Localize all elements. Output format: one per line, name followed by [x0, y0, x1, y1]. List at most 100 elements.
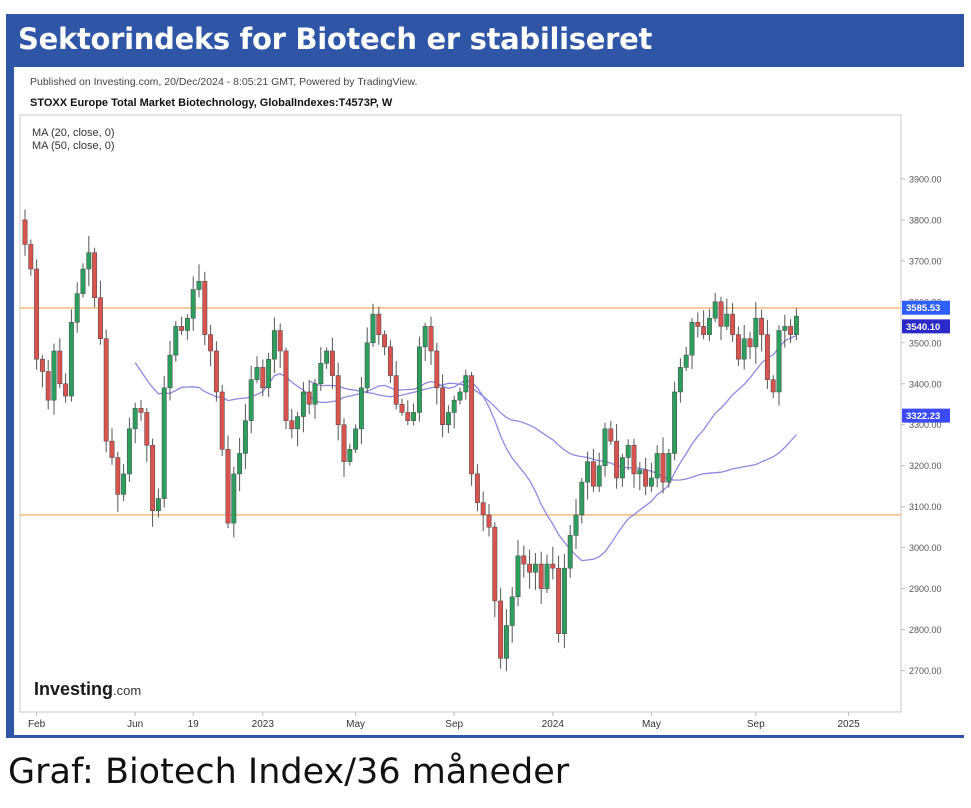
candle-body-up: [353, 428, 359, 450]
candle-body-down: [788, 326, 794, 335]
candle-body-up: [126, 428, 132, 475]
x-tick-label: 2023: [252, 719, 275, 730]
candle: [428, 316, 434, 365]
candle-body-down: [701, 326, 707, 335]
candle-body-down: [695, 322, 701, 327]
candle: [231, 466, 237, 538]
candle-body-up: [515, 555, 521, 598]
candle: [741, 324, 747, 370]
candle-body-up: [347, 449, 353, 462]
candle: [68, 309, 74, 402]
candle: [283, 347, 289, 430]
y-tick-label: 3500.00: [909, 338, 942, 348]
candle: [109, 428, 115, 465]
candle-body-up: [712, 301, 718, 319]
candle-body-down: [306, 391, 312, 405]
candle: [300, 382, 306, 433]
candle-body-down: [97, 297, 103, 339]
x-tick-label: Jun: [127, 719, 143, 730]
x-tick-label: 19: [188, 719, 200, 730]
candle-body-up: [248, 379, 254, 421]
candle-body-up: [544, 563, 550, 589]
candle: [503, 609, 509, 672]
published-note: Published on Investing.com, 20/Dec/2024 …: [30, 76, 417, 88]
candle: [260, 359, 266, 397]
candle: [585, 451, 591, 500]
candle-body-up: [561, 567, 567, 634]
price-label: 3322.23: [902, 408, 950, 423]
candle: [451, 395, 457, 429]
candle-body-down: [283, 350, 289, 421]
candle-body-up: [619, 457, 625, 479]
y-tick-label: 2700.00: [909, 666, 942, 676]
candle-body-up: [776, 330, 782, 393]
candle: [521, 545, 527, 578]
candle-body-up: [741, 338, 747, 360]
candle-body-down: [387, 346, 393, 376]
y-tick-label: 3100.00: [909, 502, 942, 512]
indicator-ma20: MA (20, close, 0): [32, 127, 115, 139]
candle-body-up: [724, 313, 730, 327]
candle: [399, 398, 405, 416]
candle: [416, 336, 422, 422]
candle: [764, 319, 770, 389]
candle: [155, 488, 161, 518]
candle-body-down: [219, 391, 225, 450]
candle: [138, 400, 144, 421]
price-label-text: 3585.53: [906, 303, 940, 314]
candle: [347, 443, 353, 466]
candle-body-up: [271, 330, 277, 360]
candle: [631, 438, 637, 488]
candle: [324, 347, 330, 369]
candle: [619, 453, 625, 487]
candle-body-down: [329, 350, 335, 376]
candle-body-down: [289, 420, 295, 430]
candle-body-up: [706, 317, 712, 335]
price-label-bg: [902, 319, 950, 334]
candle-body-down: [498, 600, 504, 659]
candle: [306, 380, 312, 415]
candle: [701, 310, 707, 340]
candle-body-down: [492, 526, 498, 602]
candle-body-up: [666, 453, 672, 483]
candle: [788, 319, 794, 343]
y-tick-label: 3800.00: [909, 215, 942, 225]
candle: [660, 437, 666, 494]
y-tick-label: 3700.00: [909, 256, 942, 266]
candle-body-down: [103, 338, 109, 442]
y-tick-label: 3300.00: [909, 420, 942, 430]
chart-svg: 3900.003800.003700.003600.003500.003400.…: [19, 76, 950, 730]
candle: [515, 539, 521, 607]
candle: [486, 504, 492, 537]
y-tick-label: 2800.00: [909, 625, 942, 635]
candle-body-up: [237, 453, 243, 475]
candle: [474, 464, 480, 512]
candle: [602, 422, 608, 477]
candle-body-down: [34, 268, 40, 360]
candle-body-up: [416, 346, 422, 413]
candle-body-down: [208, 334, 214, 352]
candle: [527, 549, 533, 589]
candle-body-down: [521, 555, 527, 565]
candle: [712, 292, 718, 322]
candle-body-up: [242, 420, 248, 454]
candle: [28, 239, 34, 276]
candle-body-down: [486, 514, 492, 528]
candle: [405, 400, 411, 426]
candle: [643, 457, 649, 496]
candle-body-down: [730, 313, 736, 335]
candle: [295, 411, 301, 447]
candle: [683, 347, 689, 372]
candle-body-up: [637, 469, 643, 475]
candle: [689, 318, 695, 369]
candle: [608, 421, 614, 445]
candle: [51, 343, 57, 415]
y-tick-label: 3200.00: [909, 461, 942, 471]
candle-body-up: [184, 317, 190, 331]
candle: [561, 554, 567, 649]
candle-body-down: [277, 330, 283, 352]
chart-panel: 3900.003800.003700.003600.003500.003400.…: [14, 67, 964, 735]
candle-body-down: [759, 317, 765, 335]
candle: [370, 303, 376, 347]
candle: [556, 555, 562, 643]
